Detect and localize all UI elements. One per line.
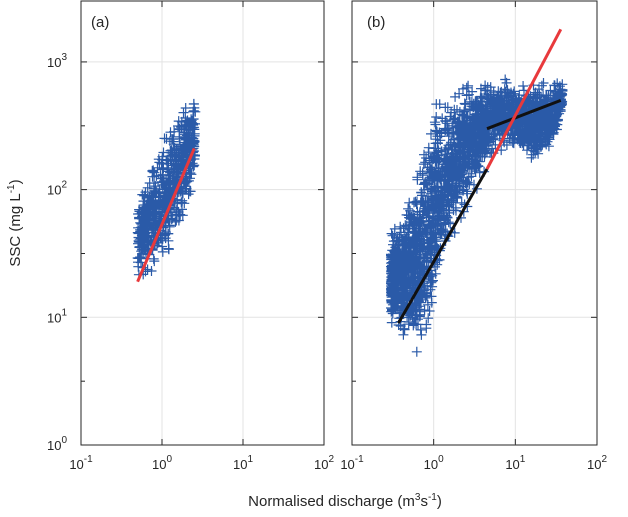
panel-b-fit-lines bbox=[397, 28, 563, 324]
scatter-markers bbox=[132, 98, 201, 280]
panel-b-frame bbox=[351, 0, 598, 446]
panel-a-frame bbox=[80, 0, 325, 446]
x-axis-label-text: Normalised discharge (m bbox=[248, 493, 415, 510]
x-tick-label: 10-1 bbox=[340, 454, 364, 472]
panel-b-grid bbox=[352, 1, 597, 445]
y-tick-label-exp: 1 bbox=[61, 307, 67, 318]
panel-a-grid bbox=[81, 1, 324, 445]
y-tick-label-base: 10 bbox=[47, 310, 61, 325]
y-axis-label-close: ) bbox=[7, 179, 24, 184]
x-tick-label-exp: 0 bbox=[438, 454, 444, 465]
x-tick-label: 102 bbox=[314, 454, 334, 472]
y-axis-label: SSC (mg L-1) bbox=[6, 179, 24, 266]
panel-a-fit-lines bbox=[136, 147, 196, 283]
x-tick-label-base: 10 bbox=[69, 457, 83, 472]
x-tick-label-base: 10 bbox=[587, 457, 601, 472]
x-tick-label-base: 10 bbox=[152, 457, 166, 472]
x-tick-label-base: 10 bbox=[340, 457, 354, 472]
y-tick-label-base: 10 bbox=[47, 183, 61, 198]
x-tick-label: 10-1 bbox=[69, 454, 93, 472]
x-tick-label-exp: -1 bbox=[84, 454, 93, 465]
x-tick-label-exp: 2 bbox=[601, 454, 607, 465]
y-tick-label-base: 10 bbox=[47, 55, 61, 70]
x-tick-label: 101 bbox=[505, 454, 525, 472]
y-tick-label-exp: 0 bbox=[61, 435, 67, 446]
y-tick-label: 101 bbox=[47, 307, 67, 325]
fit-line bbox=[136, 147, 196, 283]
panel-a-scatter bbox=[132, 98, 201, 280]
y-tick-label-base: 10 bbox=[47, 438, 61, 453]
y-tick-label-exp: 3 bbox=[61, 52, 67, 63]
fit-line bbox=[485, 28, 563, 170]
x-axis-label: Normalised discharge (m3s-1) bbox=[248, 492, 442, 510]
x-tick-label-exp: 2 bbox=[328, 454, 334, 465]
fit-line bbox=[397, 168, 489, 324]
x-tick-label-exp: -1 bbox=[355, 454, 364, 465]
scatter-markers bbox=[386, 74, 568, 357]
x-tick-label-base: 10 bbox=[505, 457, 519, 472]
panel-b-scatter bbox=[386, 74, 568, 357]
x-axis-label-sup2: -1 bbox=[428, 492, 437, 503]
x-axis-label-close: ) bbox=[437, 493, 442, 510]
panel-b-ticks: 10-1 100 101 102 bbox=[340, 1, 607, 472]
x-tick-label-exp: 1 bbox=[247, 454, 253, 465]
x-axis-label-mid: s bbox=[420, 493, 428, 510]
fit-line bbox=[486, 98, 562, 131]
x-tick-label-exp: 1 bbox=[520, 454, 526, 465]
x-tick-label-base: 10 bbox=[424, 457, 438, 472]
x-axis-label-sup1: 3 bbox=[415, 492, 421, 503]
y-axis-label-text: SSC (mg L bbox=[7, 193, 24, 266]
x-tick-label: 101 bbox=[233, 454, 253, 472]
x-tick-label-base: 10 bbox=[314, 457, 328, 472]
y-tick-label: 102 bbox=[47, 180, 67, 198]
panel-a-label: (a) bbox=[91, 14, 109, 31]
y-tick-label-exp: 2 bbox=[61, 180, 67, 191]
panel-b-label: (b) bbox=[367, 14, 385, 31]
x-tick-label: 102 bbox=[587, 454, 607, 472]
x-tick-label-base: 10 bbox=[233, 457, 247, 472]
y-tick-label: 103 bbox=[47, 52, 67, 70]
x-tick-label: 100 bbox=[424, 454, 444, 472]
y-tick-label: 100 bbox=[47, 435, 67, 453]
x-tick-label: 100 bbox=[152, 454, 172, 472]
x-tick-label-exp: 0 bbox=[166, 454, 172, 465]
panel-b: 10-1 100 101 102 (b) bbox=[340, 0, 607, 472]
y-axis-label-superscript: -1 bbox=[6, 184, 17, 193]
